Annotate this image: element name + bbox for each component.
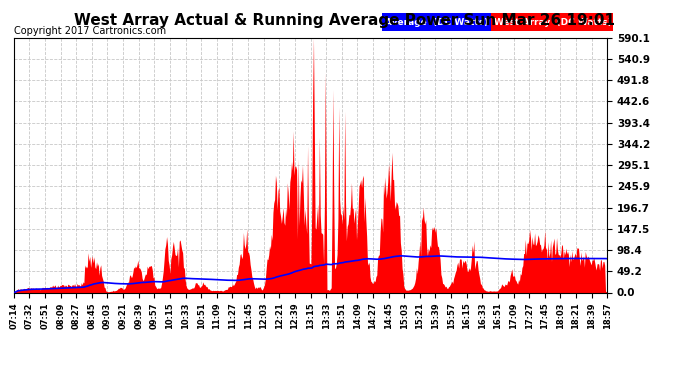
Text: Average  (DC Watts): Average (DC Watts) (385, 18, 488, 27)
Text: Copyright 2017 Cartronics.com: Copyright 2017 Cartronics.com (14, 26, 166, 36)
FancyBboxPatch shape (382, 13, 491, 31)
Text: West Array Actual & Running Average Power Sun Mar 26 19:01: West Array Actual & Running Average Powe… (75, 13, 615, 28)
FancyBboxPatch shape (491, 13, 613, 31)
Text: West Array  (DC Watts): West Array (DC Watts) (495, 18, 612, 27)
